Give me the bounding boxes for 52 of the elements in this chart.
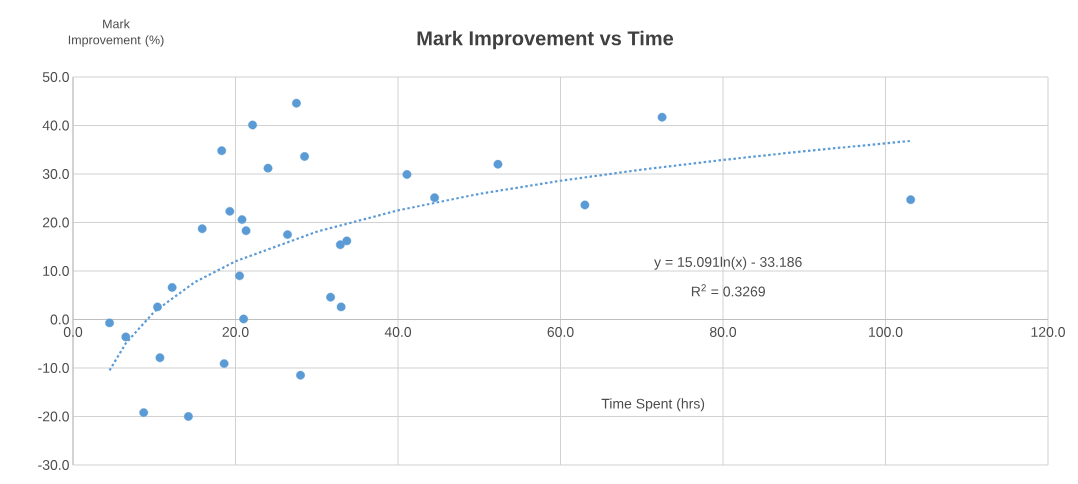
point xyxy=(153,302,162,312)
point xyxy=(219,359,229,369)
y-tick-label: -30.0 xyxy=(38,460,69,470)
chart-title: Mark Improvement vs Time xyxy=(417,30,674,50)
point xyxy=(300,152,309,161)
point xyxy=(326,292,335,302)
x-tick-label: 60.0 xyxy=(547,327,574,337)
x-tick-label: 100.0 xyxy=(869,327,903,337)
point xyxy=(906,195,916,205)
point xyxy=(197,224,207,234)
y-tick-label: 0.0 xyxy=(50,314,69,325)
x-tick-label: 40.0 xyxy=(384,327,412,337)
point xyxy=(580,200,590,210)
point xyxy=(139,408,149,417)
point xyxy=(402,170,412,179)
x-axis-title: Time Spent (hrs) xyxy=(601,398,705,412)
point xyxy=(263,163,273,173)
x-tick-label: 0.0 xyxy=(63,327,83,337)
y-tick-label: 30.0 xyxy=(42,169,69,179)
x-tick-label: 20.0 xyxy=(222,327,249,337)
point xyxy=(155,353,165,363)
point xyxy=(430,193,439,203)
x-tick-label: 120.0 xyxy=(1031,327,1065,337)
point xyxy=(183,412,193,421)
point xyxy=(239,314,249,324)
x-tick-label: 80.0 xyxy=(710,327,737,337)
point xyxy=(105,318,114,328)
point xyxy=(292,98,301,108)
point xyxy=(237,215,247,224)
y-tick-label: 10.0 xyxy=(43,266,69,276)
point xyxy=(342,236,352,246)
point xyxy=(336,302,346,312)
point xyxy=(248,120,257,130)
point xyxy=(121,332,131,342)
y-tick-label: -10.0 xyxy=(38,363,69,373)
y-tick-label: 50.0 xyxy=(42,72,69,82)
point xyxy=(225,206,235,216)
y-tick-label: 40.0 xyxy=(42,120,69,131)
line-series xyxy=(108,139,911,372)
point xyxy=(493,159,503,169)
point xyxy=(217,146,227,156)
annotation: y = 15.091ln(x) - 33.186 xyxy=(654,256,802,270)
y-tick-label: 20.0 xyxy=(42,217,69,228)
point xyxy=(241,226,251,236)
point xyxy=(167,283,177,292)
point xyxy=(657,112,667,122)
point xyxy=(283,230,292,240)
point xyxy=(235,271,244,281)
point xyxy=(296,370,305,380)
annotation: R$^{2}$ = 0.3269 xyxy=(691,284,765,297)
y-tick-label: -20.0 xyxy=(38,411,69,422)
y-axis-title: Mark Improvement (%) xyxy=(68,19,164,47)
